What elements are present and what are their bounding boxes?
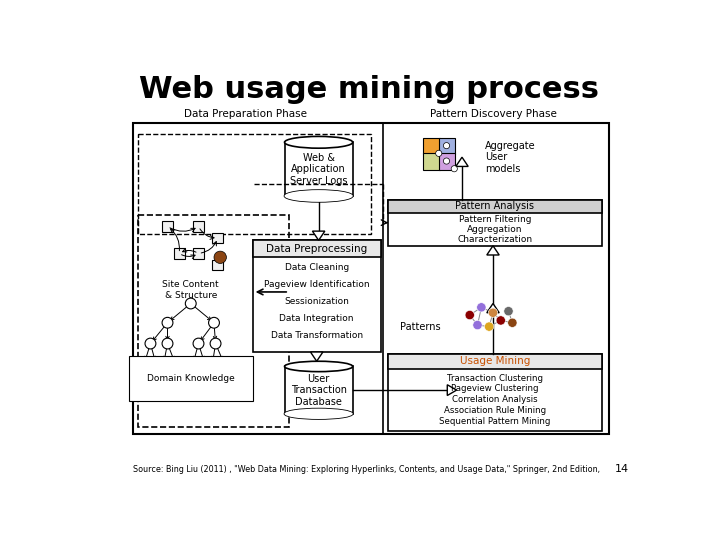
Text: Data Integration: Data Integration xyxy=(279,314,354,322)
Circle shape xyxy=(188,358,199,369)
Text: Domain Knowledge: Domain Knowledge xyxy=(147,374,235,383)
Circle shape xyxy=(465,310,474,320)
Bar xyxy=(212,260,223,271)
Text: Pageview Clustering: Pageview Clustering xyxy=(451,384,539,394)
Bar xyxy=(284,367,353,414)
Text: Pattern Filtering: Pattern Filtering xyxy=(459,215,531,224)
Text: Data Transformation: Data Transformation xyxy=(271,330,363,340)
Circle shape xyxy=(504,307,513,316)
Circle shape xyxy=(210,338,221,349)
Bar xyxy=(284,143,353,196)
Ellipse shape xyxy=(284,137,353,148)
Circle shape xyxy=(162,318,173,328)
Text: Characterization: Characterization xyxy=(457,235,533,244)
Circle shape xyxy=(158,358,169,369)
Text: Association Rule Mining: Association Rule Mining xyxy=(444,406,546,415)
Text: Sequential Pattern Mining: Sequential Pattern Mining xyxy=(439,417,551,426)
Bar xyxy=(253,240,381,257)
Ellipse shape xyxy=(284,190,353,202)
Circle shape xyxy=(473,320,482,330)
Bar xyxy=(193,248,204,259)
Circle shape xyxy=(508,318,517,327)
Text: Data Preparation Phase: Data Preparation Phase xyxy=(184,110,307,119)
Bar xyxy=(138,134,371,234)
Bar xyxy=(388,200,601,246)
Polygon shape xyxy=(447,384,456,395)
Text: User
Transaction
Database: User Transaction Database xyxy=(291,374,346,407)
Bar xyxy=(253,240,381,352)
Text: Data Preprocessing: Data Preprocessing xyxy=(266,244,367,254)
Text: Aggregation: Aggregation xyxy=(467,225,523,234)
Text: Pattern Discovery Phase: Pattern Discovery Phase xyxy=(430,110,557,119)
Text: Patterns: Patterns xyxy=(400,322,441,332)
Polygon shape xyxy=(487,303,499,313)
Bar xyxy=(212,233,223,244)
Circle shape xyxy=(444,143,449,148)
Text: Pattern Analysis: Pattern Analysis xyxy=(456,201,534,212)
Text: Site Content
& Structure: Site Content & Structure xyxy=(163,280,219,300)
Bar xyxy=(388,200,601,213)
Polygon shape xyxy=(310,352,323,361)
Ellipse shape xyxy=(284,190,353,202)
Polygon shape xyxy=(456,157,468,166)
Bar xyxy=(438,138,455,154)
Text: Source: Bing Liu (2011) , "Web Data Mining: Exploring Hyperlinks, Contents, and : Source: Bing Liu (2011) , "Web Data Mini… xyxy=(132,465,600,475)
Circle shape xyxy=(488,308,498,318)
Bar xyxy=(388,354,601,369)
Bar xyxy=(132,123,609,434)
Circle shape xyxy=(214,251,226,264)
Ellipse shape xyxy=(284,409,353,419)
Circle shape xyxy=(139,358,150,369)
Circle shape xyxy=(185,298,196,309)
Bar xyxy=(162,221,173,232)
Circle shape xyxy=(485,322,494,331)
Text: Usage Mining: Usage Mining xyxy=(460,356,530,366)
Text: Correlation Analysis: Correlation Analysis xyxy=(452,395,538,404)
Circle shape xyxy=(436,150,442,157)
Text: Aggregate
User
models: Aggregate User models xyxy=(485,140,536,174)
Bar xyxy=(138,215,289,427)
Text: Pageview Identification: Pageview Identification xyxy=(264,280,369,289)
Ellipse shape xyxy=(284,361,353,372)
Circle shape xyxy=(145,338,156,349)
Circle shape xyxy=(219,358,230,369)
Circle shape xyxy=(451,166,457,172)
Circle shape xyxy=(444,158,449,164)
Circle shape xyxy=(193,338,204,349)
Bar xyxy=(388,354,601,430)
Text: Data Cleaning: Data Cleaning xyxy=(284,263,348,272)
Text: Web usage mining process: Web usage mining process xyxy=(139,75,599,104)
Bar xyxy=(423,153,439,170)
Circle shape xyxy=(496,316,505,325)
Bar xyxy=(423,138,439,154)
Text: Web &
Application
Server Logs: Web & Application Server Logs xyxy=(290,152,347,186)
Circle shape xyxy=(162,338,173,349)
Bar xyxy=(438,153,455,170)
Bar xyxy=(193,221,204,232)
Polygon shape xyxy=(487,246,499,255)
Circle shape xyxy=(477,303,486,312)
Polygon shape xyxy=(312,231,325,240)
Circle shape xyxy=(170,358,181,369)
Bar xyxy=(174,248,184,259)
Circle shape xyxy=(199,358,210,369)
Circle shape xyxy=(150,358,161,369)
Text: Transaction Clustering: Transaction Clustering xyxy=(447,374,543,383)
Text: Sessionization: Sessionization xyxy=(284,296,349,306)
Circle shape xyxy=(207,358,218,369)
Text: 14: 14 xyxy=(614,464,629,475)
Circle shape xyxy=(209,318,220,328)
Ellipse shape xyxy=(284,409,353,419)
